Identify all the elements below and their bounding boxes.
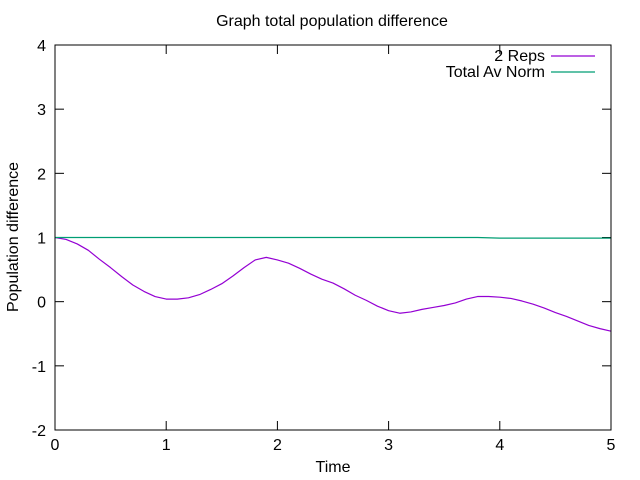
axes: 0 1 2 3 4 5 -2 -1 0 1 2 3 4 bbox=[32, 38, 616, 454]
x-tick-label: 4 bbox=[495, 437, 504, 454]
y-tick-label: 3 bbox=[37, 102, 46, 119]
y-tick-label: 0 bbox=[37, 295, 46, 312]
y-axis-label: Population difference bbox=[5, 162, 22, 312]
x-tick-label: 0 bbox=[51, 437, 60, 454]
x-tick-label: 1 bbox=[162, 437, 171, 454]
x-tick-label: 3 bbox=[384, 437, 393, 454]
x-axis-label: Time bbox=[316, 459, 351, 476]
legend-label-2: Total Av Norm bbox=[446, 64, 545, 81]
y-tick-label: -1 bbox=[32, 359, 46, 376]
legend-label-1: 2 Reps bbox=[494, 48, 545, 65]
y-tick-label: 4 bbox=[37, 38, 46, 55]
chart-title: Graph total population difference bbox=[216, 13, 448, 30]
series-line-2 bbox=[55, 236, 611, 239]
plot-series bbox=[54, 236, 612, 332]
plot-frame bbox=[54, 44, 612, 431]
x-tick-label: 2 bbox=[273, 437, 282, 454]
x-tick-label: 5 bbox=[607, 437, 616, 454]
y-tick-label: 2 bbox=[37, 166, 46, 183]
y-tick-label: -2 bbox=[32, 423, 46, 440]
series-line-1 bbox=[54, 236, 612, 332]
y-tick-label: 1 bbox=[37, 231, 46, 248]
